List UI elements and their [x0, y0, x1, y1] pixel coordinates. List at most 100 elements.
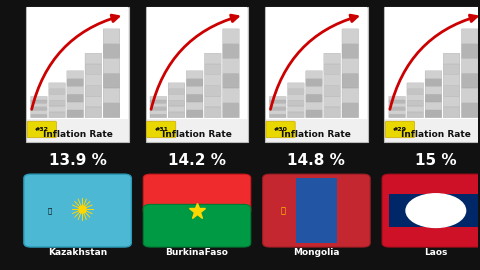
Text: 14.8 %: 14.8 %: [288, 153, 345, 168]
FancyBboxPatch shape: [85, 75, 102, 85]
FancyBboxPatch shape: [324, 86, 340, 96]
FancyBboxPatch shape: [269, 96, 286, 100]
Text: Kazakhstan: Kazakhstan: [48, 248, 107, 257]
Text: #31: #31: [154, 127, 168, 132]
FancyBboxPatch shape: [146, 121, 176, 138]
FancyBboxPatch shape: [288, 100, 304, 106]
FancyBboxPatch shape: [31, 96, 48, 100]
FancyBboxPatch shape: [223, 73, 240, 88]
FancyBboxPatch shape: [204, 96, 221, 107]
FancyBboxPatch shape: [288, 94, 304, 100]
FancyBboxPatch shape: [85, 107, 102, 118]
FancyBboxPatch shape: [461, 88, 478, 103]
FancyBboxPatch shape: [288, 89, 304, 94]
Bar: [389, 194, 480, 227]
FancyBboxPatch shape: [103, 29, 120, 43]
FancyBboxPatch shape: [306, 94, 323, 102]
FancyBboxPatch shape: [269, 114, 286, 118]
FancyBboxPatch shape: [31, 114, 48, 118]
FancyBboxPatch shape: [103, 103, 120, 118]
Text: Inflation Rate: Inflation Rate: [43, 130, 112, 139]
FancyBboxPatch shape: [306, 102, 323, 110]
FancyBboxPatch shape: [389, 107, 406, 110]
Text: #29: #29: [393, 127, 407, 132]
FancyBboxPatch shape: [150, 111, 167, 114]
FancyBboxPatch shape: [443, 53, 460, 64]
FancyBboxPatch shape: [342, 59, 359, 73]
FancyBboxPatch shape: [389, 111, 406, 114]
FancyBboxPatch shape: [103, 88, 120, 103]
FancyBboxPatch shape: [144, 204, 251, 247]
FancyBboxPatch shape: [389, 96, 406, 100]
Text: #32: #32: [35, 127, 49, 132]
FancyBboxPatch shape: [425, 102, 442, 110]
FancyBboxPatch shape: [223, 44, 240, 58]
FancyBboxPatch shape: [168, 106, 185, 112]
FancyBboxPatch shape: [461, 44, 478, 58]
Text: 🦅: 🦅: [48, 207, 52, 214]
FancyBboxPatch shape: [324, 75, 340, 85]
FancyBboxPatch shape: [145, 7, 248, 142]
FancyBboxPatch shape: [204, 64, 221, 75]
FancyBboxPatch shape: [144, 174, 251, 215]
FancyBboxPatch shape: [324, 96, 340, 107]
FancyBboxPatch shape: [407, 83, 424, 89]
FancyBboxPatch shape: [223, 59, 240, 73]
FancyBboxPatch shape: [67, 86, 84, 94]
FancyBboxPatch shape: [407, 89, 424, 94]
FancyBboxPatch shape: [150, 107, 167, 110]
Text: Inflation Rate: Inflation Rate: [401, 130, 471, 139]
FancyBboxPatch shape: [407, 94, 424, 100]
FancyBboxPatch shape: [342, 44, 359, 58]
FancyBboxPatch shape: [425, 86, 442, 94]
FancyBboxPatch shape: [67, 94, 84, 102]
FancyBboxPatch shape: [168, 83, 185, 89]
FancyBboxPatch shape: [269, 111, 286, 114]
FancyBboxPatch shape: [389, 114, 406, 118]
FancyBboxPatch shape: [342, 103, 359, 118]
FancyBboxPatch shape: [266, 121, 295, 138]
FancyBboxPatch shape: [263, 174, 370, 247]
FancyBboxPatch shape: [168, 94, 185, 100]
FancyBboxPatch shape: [48, 106, 65, 112]
FancyBboxPatch shape: [342, 29, 359, 43]
FancyBboxPatch shape: [389, 104, 406, 107]
FancyBboxPatch shape: [288, 106, 304, 112]
Text: Laos: Laos: [424, 248, 447, 257]
FancyBboxPatch shape: [269, 100, 286, 103]
FancyBboxPatch shape: [443, 75, 460, 85]
FancyBboxPatch shape: [461, 73, 478, 88]
FancyBboxPatch shape: [85, 64, 102, 75]
FancyBboxPatch shape: [186, 79, 203, 86]
FancyBboxPatch shape: [324, 53, 340, 64]
FancyBboxPatch shape: [306, 110, 323, 118]
FancyBboxPatch shape: [26, 7, 129, 142]
FancyBboxPatch shape: [269, 107, 286, 110]
FancyBboxPatch shape: [407, 100, 424, 106]
FancyBboxPatch shape: [150, 104, 167, 107]
FancyBboxPatch shape: [382, 174, 480, 247]
Text: 14.2 %: 14.2 %: [168, 153, 226, 168]
FancyBboxPatch shape: [269, 104, 286, 107]
Text: Mongolia: Mongolia: [293, 248, 340, 257]
FancyBboxPatch shape: [85, 86, 102, 96]
FancyBboxPatch shape: [306, 86, 323, 94]
FancyBboxPatch shape: [67, 110, 84, 118]
FancyBboxPatch shape: [443, 107, 460, 118]
FancyBboxPatch shape: [425, 79, 442, 86]
FancyBboxPatch shape: [324, 107, 340, 118]
FancyBboxPatch shape: [27, 7, 128, 119]
FancyBboxPatch shape: [48, 94, 65, 100]
FancyBboxPatch shape: [27, 121, 56, 138]
FancyBboxPatch shape: [103, 44, 120, 58]
FancyBboxPatch shape: [186, 102, 203, 110]
FancyBboxPatch shape: [48, 112, 65, 118]
FancyBboxPatch shape: [85, 53, 102, 64]
FancyBboxPatch shape: [85, 96, 102, 107]
FancyBboxPatch shape: [265, 7, 368, 142]
FancyBboxPatch shape: [443, 96, 460, 107]
FancyBboxPatch shape: [389, 100, 406, 103]
Text: ᚴ: ᚴ: [280, 206, 286, 215]
FancyBboxPatch shape: [425, 110, 442, 118]
FancyBboxPatch shape: [461, 29, 478, 43]
